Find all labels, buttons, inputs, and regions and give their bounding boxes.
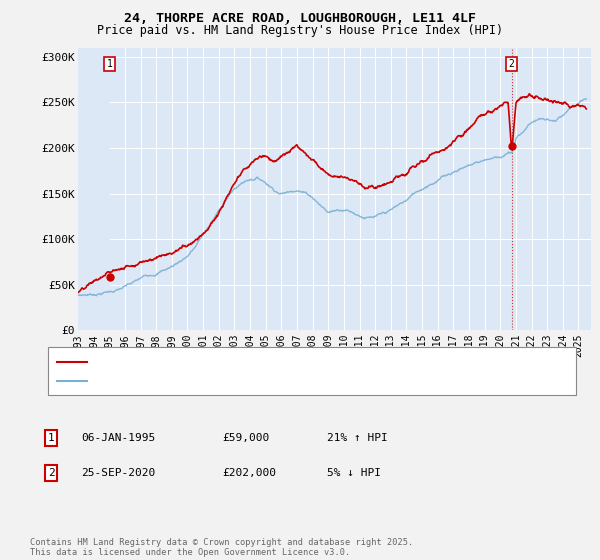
Text: Price paid vs. HM Land Registry's House Price Index (HPI): Price paid vs. HM Land Registry's House … [97, 24, 503, 36]
Text: 06-JAN-1995: 06-JAN-1995 [81, 433, 155, 443]
Text: 2: 2 [47, 468, 55, 478]
Text: 5% ↓ HPI: 5% ↓ HPI [327, 468, 381, 478]
Text: 21% ↑ HPI: 21% ↑ HPI [327, 433, 388, 443]
Text: 25-SEP-2020: 25-SEP-2020 [81, 468, 155, 478]
Text: Contains HM Land Registry data © Crown copyright and database right 2025.
This d: Contains HM Land Registry data © Crown c… [30, 538, 413, 557]
Text: 1: 1 [47, 433, 55, 443]
Text: 2: 2 [509, 59, 515, 69]
Bar [78, 48, 110, 330]
Text: 1: 1 [107, 59, 113, 69]
Text: 24, THORPE ACRE ROAD, LOUGHBOROUGH, LE11 4LF: 24, THORPE ACRE ROAD, LOUGHBOROUGH, LE11… [124, 12, 476, 25]
Text: HPI: Average price, semi-detached house, Charnwood: HPI: Average price, semi-detached house,… [93, 376, 387, 386]
Text: £59,000: £59,000 [222, 433, 269, 443]
Text: 24, THORPE ACRE ROAD, LOUGHBOROUGH, LE11 4LF (semi-detached house): 24, THORPE ACRE ROAD, LOUGHBOROUGH, LE11… [93, 357, 481, 367]
Text: £202,000: £202,000 [222, 468, 276, 478]
